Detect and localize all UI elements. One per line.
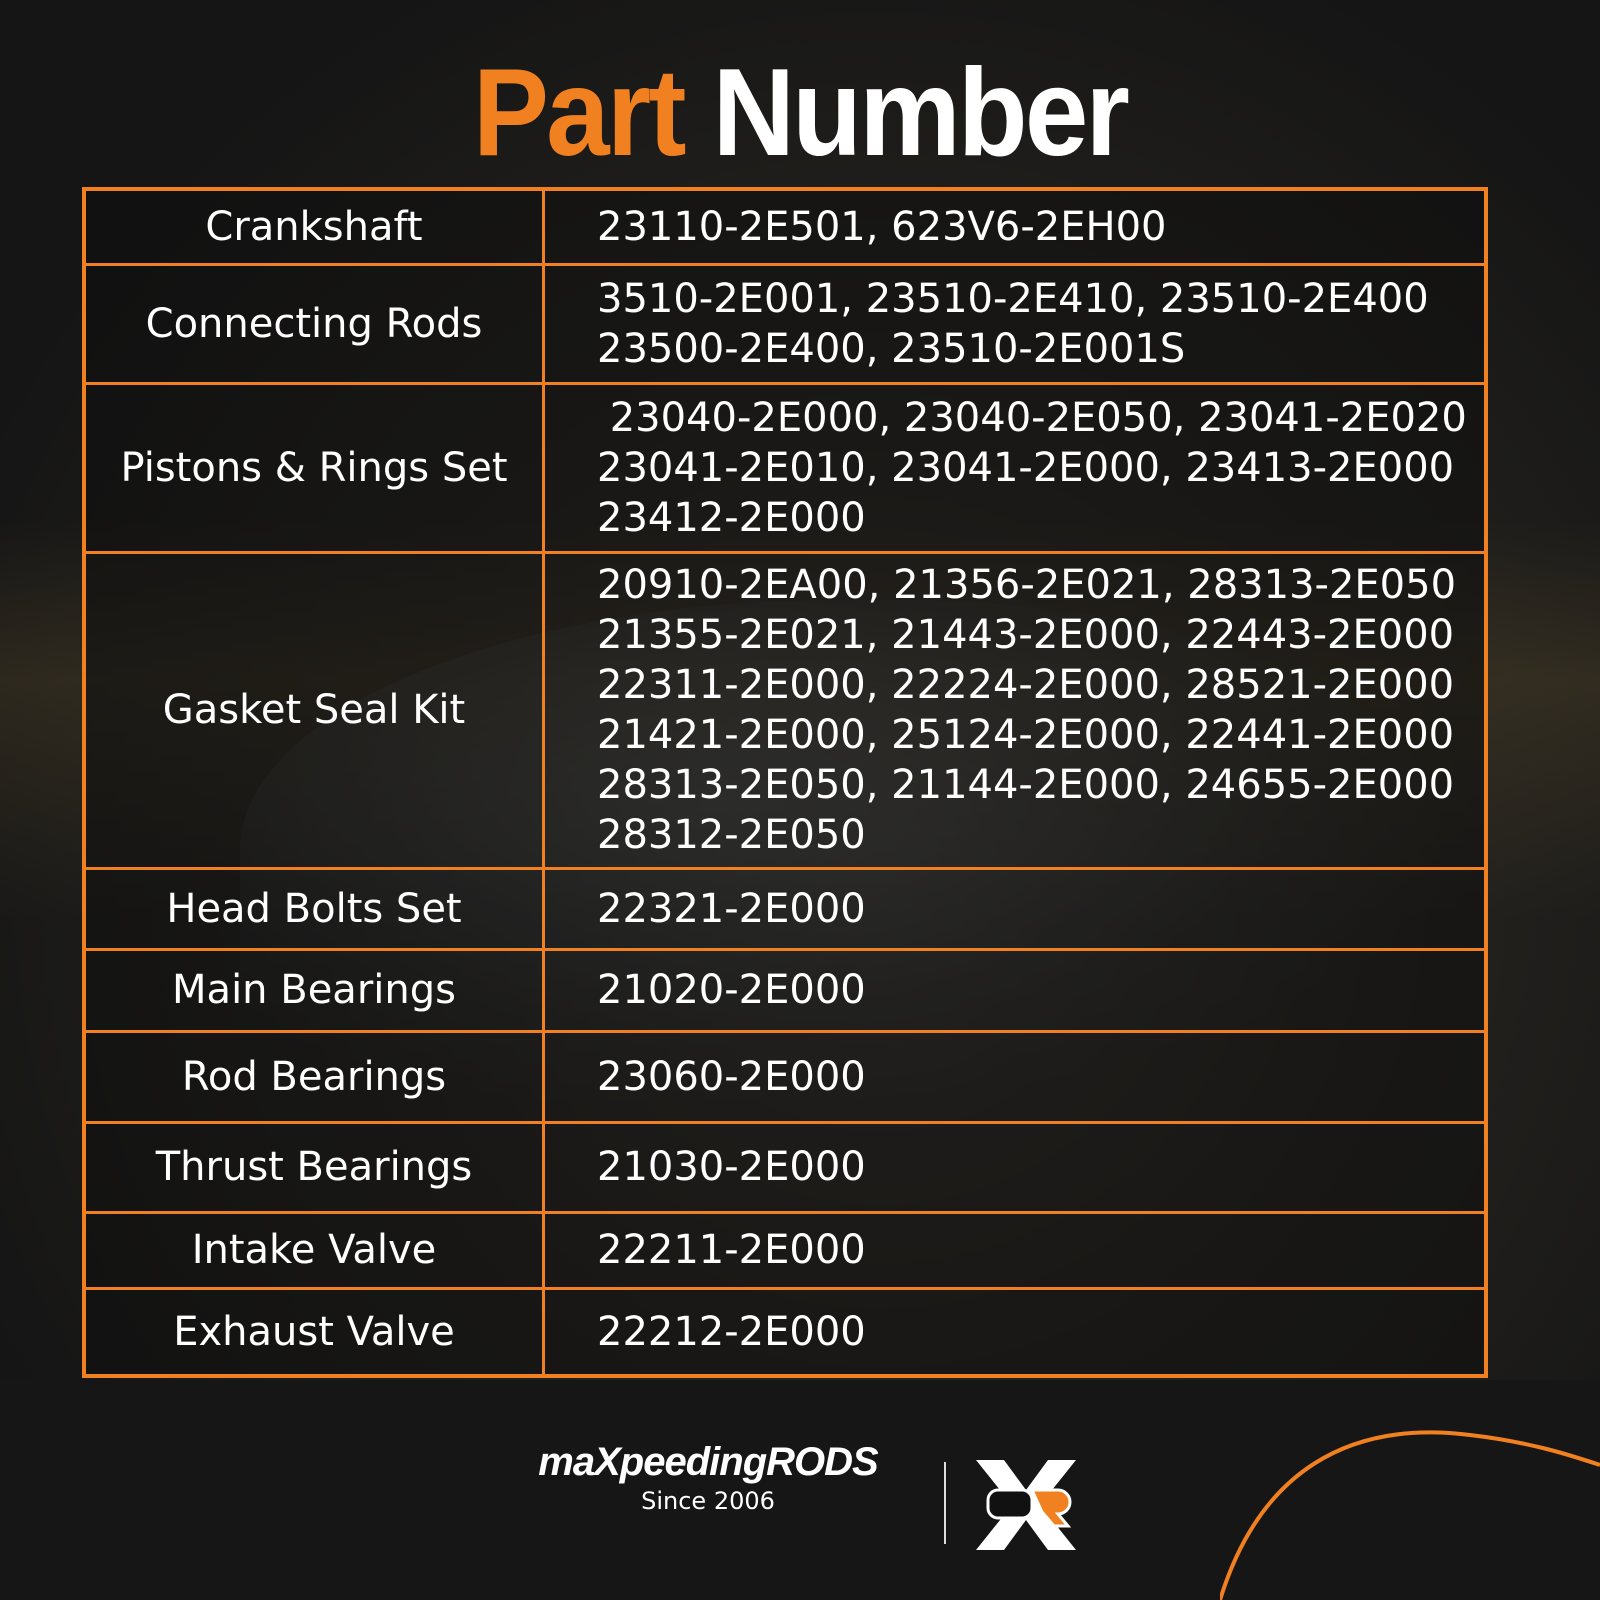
part-numbers: 22211-2E000 — [542, 1210, 1488, 1290]
part-number-table: Crankshaft 23110-2E501, 623V6-2EH00 Connec… — [82, 187, 1488, 1378]
part-name: Intake Valve — [82, 1210, 545, 1290]
page-title: Part Number — [64, 48, 1536, 178]
table-row: Gasket Seal Kit 20910-2EA00, 21356-2E021,… — [82, 550, 1488, 870]
part-number-line: 23041-2E010, 23041-2E000, 23413-2E000 — [597, 444, 1455, 491]
brand-logo: maXpeedingRODS Since 2006 — [508, 1440, 908, 1515]
table-row: Rod Bearings 23060-2E000 — [82, 1029, 1488, 1124]
part-numbers: 21020-2E000 — [542, 947, 1488, 1033]
table-row: Main Bearings 21020-2E000 — [82, 947, 1488, 1033]
part-number-line: 22212-2E000 — [597, 1308, 866, 1355]
table-row: Exhaust Valve 22212-2E000 — [82, 1286, 1488, 1378]
part-name: Head Bolts Set — [82, 866, 545, 951]
part-number-line: 23500-2E400, 23510-2E001S — [597, 325, 1186, 372]
part-name: Rod Bearings — [82, 1029, 545, 1124]
part-numbers: 22212-2E000 — [542, 1286, 1488, 1378]
part-number-line: 28312-2E050 — [597, 812, 866, 858]
part-number-line: 21421-2E000, 25124-2E000, 22441-2E000 — [597, 712, 1455, 758]
xor-logo-icon — [976, 1460, 1076, 1550]
part-number-line: 21020-2E000 — [597, 967, 866, 1013]
part-numbers: 21030-2E000 — [542, 1120, 1488, 1214]
decorative-orange-arc — [1220, 1430, 1600, 1600]
part-number-line: 23060-2E000 — [597, 1053, 866, 1100]
part-name: Exhaust Valve — [82, 1286, 545, 1378]
part-number-line: 3510-2E001, 23510-2E410, 23510-2E400 — [597, 275, 1429, 322]
table-row: Connecting Rods 3510-2E001, 23510-2E410, … — [82, 262, 1488, 385]
table-row: Pistons & Rings Set 23040-2E000, 23040-2… — [82, 381, 1488, 554]
part-numbers: 3510-2E001, 23510-2E410, 23510-2E400 2350… — [542, 262, 1488, 385]
part-name: Thrust Bearings — [82, 1120, 545, 1214]
part-number-line: 23110-2E501, 623V6-2EH00 — [597, 203, 1167, 250]
footer-background — [0, 1380, 1600, 1600]
part-numbers: 20910-2EA00, 21356-2E021, 28313-2E050 213… — [542, 550, 1488, 870]
part-numbers: 23060-2E000 — [542, 1029, 1488, 1124]
part-name: Gasket Seal Kit — [82, 550, 545, 870]
part-number-line: 21355-2E021, 21443-2E000, 22443-2E000 — [597, 612, 1455, 658]
brand-name: maXpeedingRODS — [538, 1440, 878, 1484]
part-number-line: 21030-2E000 — [597, 1144, 866, 1190]
table-row: Thrust Bearings 21030-2E000 — [82, 1120, 1488, 1214]
part-numbers: 22321-2E000 — [542, 866, 1488, 951]
part-number-line: 28313-2E050, 21144-2E000, 24655-2E000 — [597, 762, 1455, 808]
part-number-line: 23412-2E000 — [597, 494, 866, 541]
title-part: Part — [472, 44, 687, 182]
table-row: Head Bolts Set 22321-2E000 — [82, 866, 1488, 951]
table-row: Crankshaft 23110-2E501, 623V6-2EH00 — [82, 187, 1488, 266]
since-text: Since 2006 — [641, 1487, 775, 1515]
part-numbers: 23110-2E501, 623V6-2EH00 — [542, 187, 1488, 266]
part-numbers: 23040-2E000, 23040-2E050, 23041-2E020 230… — [542, 381, 1488, 554]
part-name: Connecting Rods — [82, 262, 545, 385]
part-number-line: 22211-2E000 — [597, 1227, 866, 1273]
table-row: Intake Valve 22211-2E000 — [82, 1210, 1488, 1290]
title-number: Number — [712, 44, 1130, 182]
part-number-line: 22311-2E000, 22224-2E000, 28521-2E000 — [597, 662, 1455, 708]
part-name: Crankshaft — [82, 187, 545, 266]
logo-divider — [944, 1462, 946, 1544]
part-number-line: 23040-2E000, 23040-2E050, 23041-2E020 — [597, 394, 1467, 441]
part-number-line: 20910-2EA00, 21356-2E021, 28313-2E050 — [597, 562, 1457, 608]
part-name: Main Bearings — [82, 947, 545, 1033]
part-number-line: 22321-2E000 — [597, 885, 866, 932]
part-name: Pistons & Rings Set — [82, 381, 545, 554]
